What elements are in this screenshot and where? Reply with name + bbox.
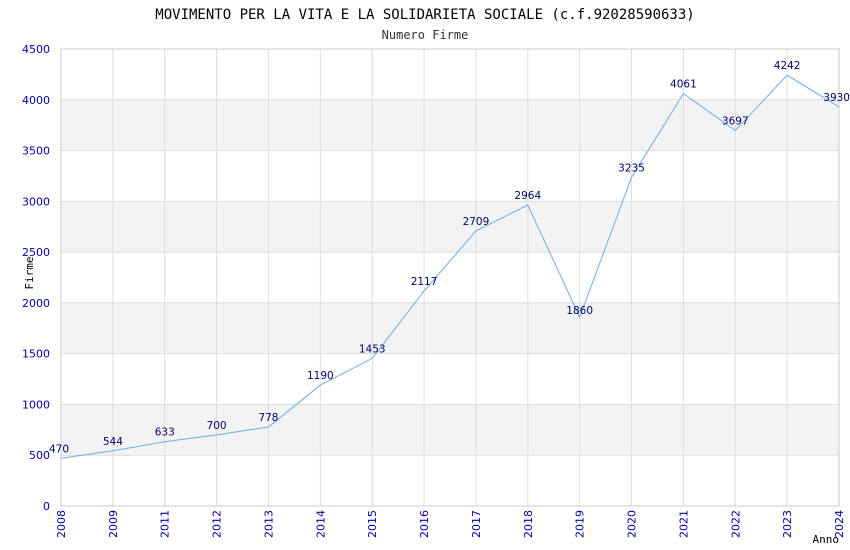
background-band [61, 302, 839, 354]
y-axis-ticks: 0 500 1000 1500 2000 2500 3000 3500 4000 4500 [22, 43, 50, 513]
x-tick-label: 2022 [729, 510, 742, 538]
chart-title: MOVIMENTO PER LA VITA E LA SOLIDARIETA S… [155, 7, 694, 23]
y-tick-label: 1000 [22, 398, 50, 411]
data-label: 544 [103, 436, 123, 448]
background-band [61, 150, 839, 202]
background-band [61, 252, 839, 303]
y-tick-label: 500 [29, 449, 50, 462]
background-band [61, 201, 839, 253]
data-labels: 470 544 633 700 778 1190 1453 2117 2709 2964 1860 3… [49, 60, 850, 455]
data-label: 1453 [359, 343, 386, 355]
x-tick-label: 2018 [522, 510, 535, 538]
background-band [61, 455, 839, 506]
x-tick-label: 2021 [677, 510, 690, 538]
data-label: 2964 [514, 190, 541, 202]
background-band [61, 404, 839, 456]
x-tick-label: 2012 [211, 510, 224, 538]
data-label: 4061 [670, 79, 697, 91]
x-tick-label: 2016 [418, 510, 431, 538]
y-axis-label: Firme [23, 256, 36, 289]
x-tick-label: 2023 [781, 510, 794, 538]
y-tick-label: 4500 [22, 43, 50, 56]
y-tick-label: 2000 [22, 297, 50, 310]
data-label: 778 [258, 412, 278, 424]
x-tick-label: 2017 [470, 510, 483, 538]
data-label: 700 [207, 420, 227, 432]
data-label: 3697 [722, 116, 749, 128]
y-tick-label: 1500 [22, 348, 50, 361]
chart-subtitle: Numero Firme [382, 28, 469, 42]
data-label: 4242 [774, 60, 801, 72]
data-label: 470 [49, 443, 69, 455]
x-tick-label: 2024 [833, 510, 846, 538]
x-tick-label: 2009 [107, 510, 120, 538]
y-tick-label: 3500 [22, 145, 50, 158]
data-label: 3930 [823, 92, 850, 104]
x-axis-label: Anno [813, 533, 840, 546]
x-tick-label: 2015 [366, 510, 379, 538]
data-label: 2709 [463, 216, 490, 228]
data-label: 3235 [618, 162, 645, 174]
x-tick-label: 2013 [262, 510, 275, 538]
series-line [60, 74, 840, 459]
gridlines [60, 48, 840, 507]
background-band [61, 49, 839, 100]
plot-frame [60, 48, 840, 507]
y-tick-label: 4000 [22, 94, 50, 107]
background-band [61, 99, 839, 151]
x-tick-label: 2014 [314, 510, 327, 538]
x-tick-label: 2019 [574, 510, 587, 538]
background-bands [61, 49, 839, 506]
data-label: 2117 [411, 276, 438, 288]
x-axis-ticks: 2008 2009 2011 2012 2013 2014 2015 2016 2017 2018… [55, 510, 846, 538]
x-tick-label: 2008 [55, 510, 68, 538]
y-tick-label: 0 [43, 500, 50, 513]
data-label: 1190 [307, 370, 334, 382]
y-tick-label: 2500 [22, 246, 50, 259]
data-label: 1860 [566, 305, 593, 317]
x-tick-label: 2020 [626, 510, 639, 538]
data-label: 633 [155, 427, 175, 439]
background-band [61, 353, 839, 405]
x-tick-label: 2011 [159, 510, 172, 538]
y-tick-label: 3000 [22, 195, 50, 208]
